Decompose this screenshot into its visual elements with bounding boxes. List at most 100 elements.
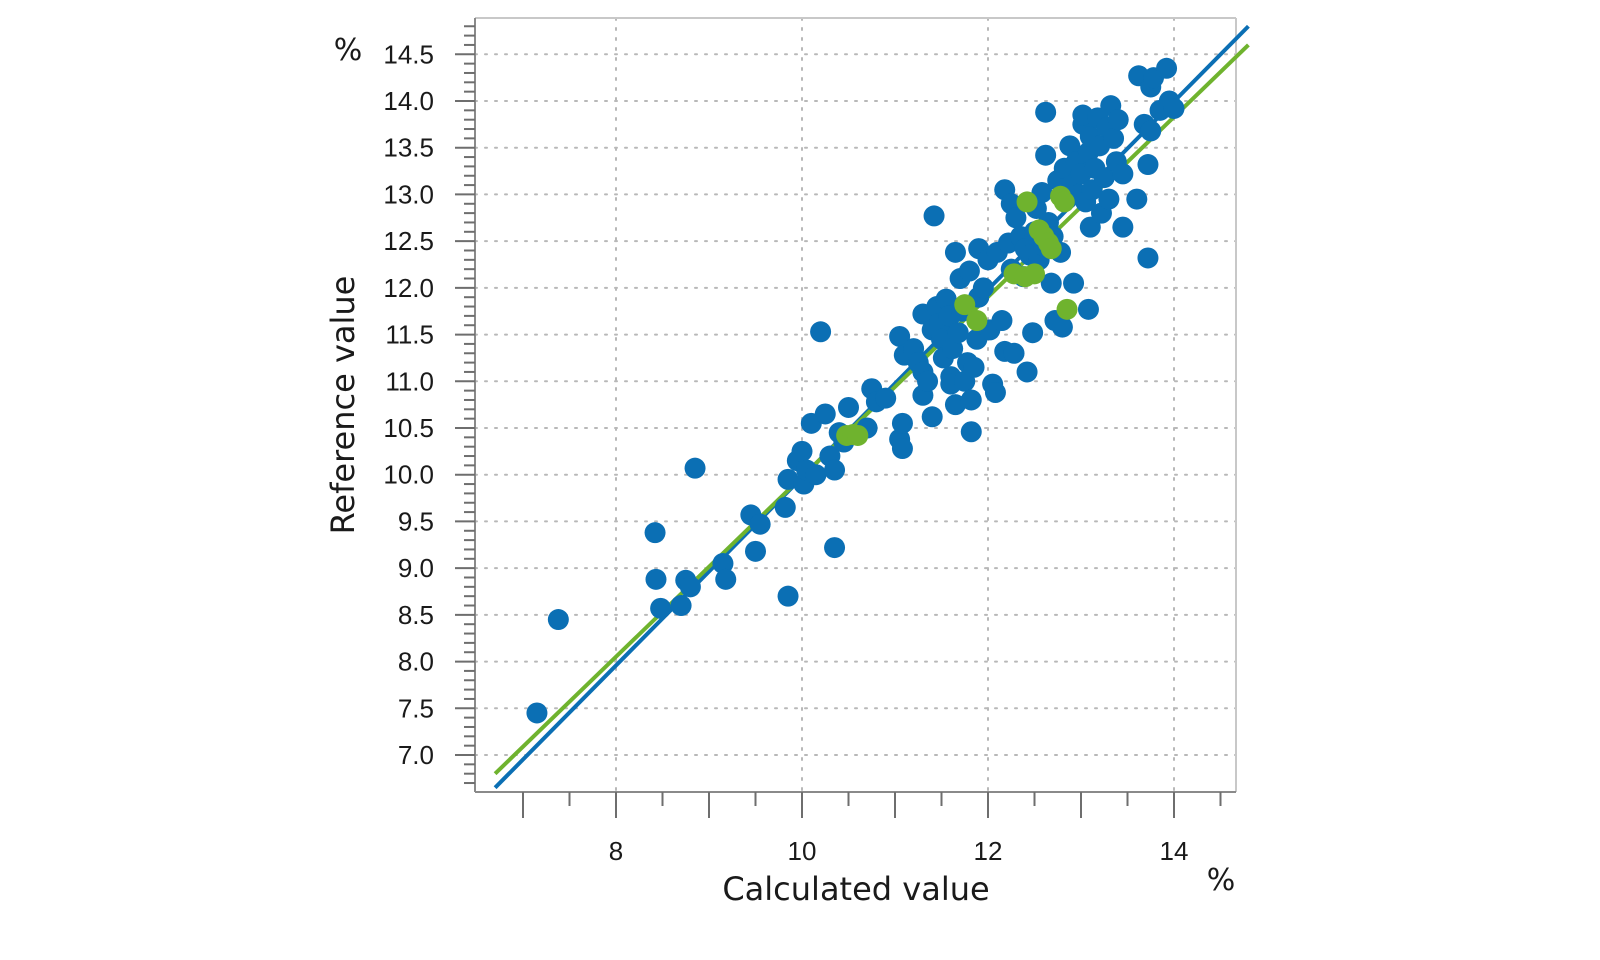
y-unit-label: % [334, 33, 363, 68]
data-point-calibration [944, 241, 966, 263]
data-point-calibration [917, 370, 939, 392]
x-tick-label: 14 [1160, 836, 1189, 866]
data-point-calibration [889, 325, 911, 347]
y-tick-label: 8.0 [398, 647, 434, 677]
data-point-calibration [1126, 188, 1148, 210]
data-point-calibration [1112, 216, 1134, 238]
x-tick-label: 12 [974, 836, 1003, 866]
data-point-calibration [960, 421, 982, 443]
data-point-calibration [984, 381, 1006, 403]
data-points [526, 57, 1185, 724]
data-point-validation [1016, 191, 1038, 213]
data-point-calibration [1098, 188, 1120, 210]
data-point-calibration [715, 568, 737, 590]
data-point-calibration [749, 513, 771, 535]
data-point-calibration [1140, 120, 1162, 142]
data-point-calibration [824, 537, 846, 559]
data-point-calibration [1112, 163, 1134, 185]
data-point-calibration [1040, 272, 1062, 294]
y-tick-label: 14.5 [383, 39, 434, 69]
data-point-calibration [679, 576, 701, 598]
data-point-calibration [1035, 144, 1057, 166]
data-point-calibration [891, 412, 913, 434]
data-point-calibration [670, 595, 692, 617]
data-point-calibration [810, 321, 832, 343]
y-tick-label: 13.0 [383, 179, 434, 209]
y-tick-label: 12.5 [383, 226, 434, 256]
data-point-validation [847, 424, 869, 446]
data-point-calibration [960, 389, 982, 411]
data-point-calibration [712, 552, 734, 574]
data-point-validation [954, 294, 976, 316]
y-tick-label: 14.0 [383, 86, 434, 116]
data-point-calibration [942, 338, 964, 360]
y-tick-label: 7.0 [398, 740, 434, 770]
data-point-calibration [1063, 272, 1085, 294]
data-point-calibration [991, 310, 1013, 332]
data-point-calibration [944, 394, 966, 416]
x-unit-label: % [1207, 863, 1236, 898]
data-point-calibration [1003, 342, 1025, 364]
data-point-calibration [1107, 109, 1129, 131]
data-point-validation [1024, 263, 1045, 285]
data-point-validation [966, 310, 988, 332]
y-tick-label: 7.5 [398, 693, 434, 723]
data-point-calibration [923, 205, 945, 227]
data-point-calibration [684, 457, 706, 479]
data-point-calibration [777, 585, 799, 607]
y-tick-label: 13.5 [383, 133, 434, 163]
data-point-calibration [814, 403, 836, 425]
data-point-calibration [1077, 298, 1099, 320]
y-axis: 7.0 7.5 8.0 8.5 9.0 9.5 10.0 10.5 11.0 11.5 12.0 12… [383, 18, 476, 792]
data-point-calibration [805, 464, 827, 486]
data-point-calibration [774, 496, 796, 518]
data-point-calibration [1051, 316, 1073, 338]
data-point-calibration [1005, 207, 1027, 229]
x-axis-title: Calculated value [722, 870, 989, 908]
data-point-calibration [875, 387, 897, 409]
x-axis: 8 10 12 14 [475, 791, 1236, 866]
data-point-validation [1056, 298, 1078, 320]
data-point-calibration [1079, 216, 1101, 238]
y-tick-label: 8.5 [398, 600, 434, 630]
data-point-calibration [1016, 361, 1038, 383]
y-tick-label: 9.5 [398, 506, 434, 536]
data-point-calibration [921, 406, 943, 428]
y-tick-label: 12.0 [383, 273, 434, 303]
data-point-calibration [650, 597, 672, 619]
x-tick-label: 10 [788, 836, 817, 866]
data-point-calibration [1022, 322, 1044, 344]
data-point-validation [1040, 238, 1062, 260]
data-point-calibration [1137, 247, 1159, 269]
grid [474, 17, 1237, 793]
data-point-calibration [1137, 154, 1159, 176]
data-point-calibration [1103, 127, 1125, 149]
data-point-calibration [958, 260, 980, 282]
data-point-calibration [838, 396, 859, 418]
data-point-calibration [963, 356, 985, 378]
data-point-calibration [1156, 57, 1178, 79]
plot-frame [475, 17, 1237, 792]
data-point-validation [1053, 191, 1075, 213]
data-point-calibration [791, 440, 813, 462]
data-point-calibration [644, 522, 666, 544]
data-point-calibration [1163, 97, 1185, 119]
data-point-calibration [1093, 167, 1115, 189]
data-point-calibration [777, 468, 799, 490]
y-tick-label: 11.5 [385, 320, 434, 350]
data-point-calibration [745, 540, 766, 562]
data-point-calibration [1059, 135, 1081, 157]
data-point-calibration [972, 277, 994, 299]
y-tick-label: 11.0 [385, 366, 434, 396]
data-point-calibration [891, 438, 913, 460]
data-point-calibration [824, 459, 846, 481]
x-tick-label: 8 [609, 836, 623, 866]
y-tick-label: 10.0 [383, 460, 434, 490]
data-point-calibration [935, 288, 957, 310]
y-tick-label: 10.5 [383, 413, 434, 443]
y-tick-label: 9.0 [398, 553, 434, 583]
data-point-calibration [947, 322, 969, 344]
data-point-calibration [526, 702, 548, 724]
data-point-calibration [1035, 101, 1057, 123]
